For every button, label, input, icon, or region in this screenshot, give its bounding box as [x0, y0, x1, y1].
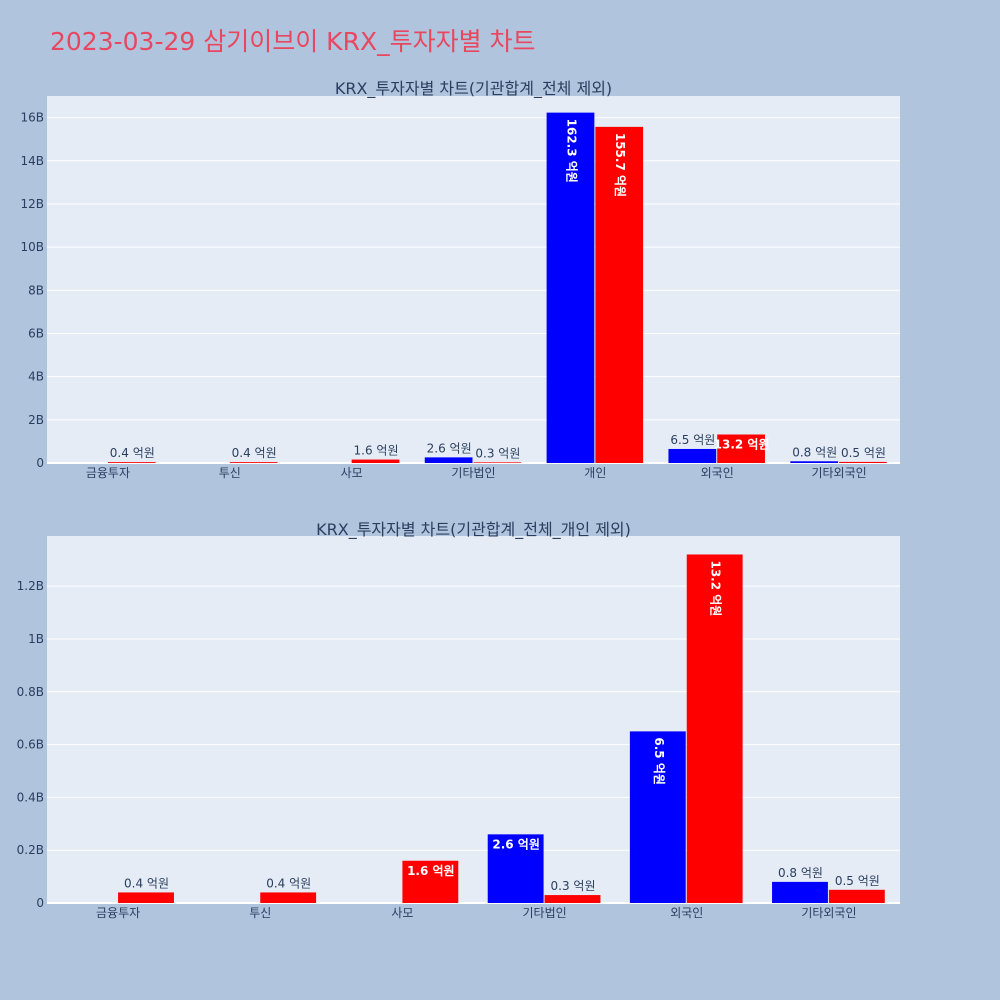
x-tick-label: 투신 [219, 466, 241, 480]
chart-subtitle: KRX_투자자별 차트(기관합계_전체 제외) [335, 79, 612, 99]
bar [487, 834, 544, 903]
data-label: 13.2 억원 [714, 438, 770, 452]
y-tick-label: 10B [20, 240, 44, 254]
data-label: 1.6 억원 [354, 444, 399, 458]
data-label: 2.6 억원 [427, 441, 472, 455]
bar [629, 731, 686, 903]
y-tick-label: 6B [28, 326, 44, 340]
x-tick-label: 금융투자 [96, 906, 140, 920]
bar [717, 434, 765, 463]
plot-area [47, 536, 900, 903]
chart-2: 0 0.2B 0.4B 0.6B 0.8B 1B 1.2B KRX_투자자별 차트(기관합계_… [17, 520, 900, 920]
bar [790, 461, 839, 463]
data-label: 0.4 억원 [110, 446, 155, 460]
bar [260, 892, 317, 903]
y-tick-label: 1B [28, 632, 44, 646]
data-label: 0.3 억원 [475, 446, 520, 460]
data-label: 162.3 억원 [564, 119, 578, 183]
bar [229, 462, 278, 463]
data-label: 0.4 억원 [232, 446, 277, 460]
data-label: 6.5 억원 [670, 433, 715, 447]
data-label: 0.4 억원 [124, 876, 169, 890]
bar [839, 461, 887, 463]
x-tick-label: 개인 [584, 466, 606, 480]
x-tick-label: 사모 [341, 466, 363, 480]
bar [595, 126, 644, 463]
x-tick-label: 금융투자 [86, 466, 130, 480]
bar [351, 459, 400, 463]
plot-area [47, 96, 900, 463]
x-tick-label: 기타법인 [451, 466, 495, 480]
bar [473, 462, 522, 463]
x-tick-label: 사모 [391, 906, 413, 920]
data-label: 13.2 억원 [709, 560, 723, 616]
x-tick-label: 기타법인 [522, 906, 566, 920]
y-tick-label: 0.4B [17, 790, 44, 804]
x-tick-label: 기타외국인 [801, 906, 856, 920]
data-label: 1.6 억원 [407, 864, 455, 878]
y-tick-label: 1.2B [17, 579, 44, 593]
data-label: 2.6 억원 [492, 837, 540, 851]
bar [546, 112, 595, 464]
y-tick-label: 16B [20, 111, 44, 125]
bar [828, 889, 885, 903]
bar [402, 860, 459, 903]
data-label: 6.5 억원 [652, 737, 666, 785]
y-tick-label: 0.6B [17, 738, 44, 752]
y-tick-label: 8B [28, 283, 44, 297]
y-tick-label: 2B [28, 413, 44, 427]
bar [118, 892, 174, 903]
x-tick-label: 기타외국인 [811, 466, 866, 480]
bar [686, 554, 743, 903]
data-label: 0.4 억원 [266, 876, 311, 890]
data-label: 0.8 억원 [792, 445, 837, 459]
data-label: 0.5 억원 [835, 874, 880, 888]
y-tick-label: 12B [20, 197, 44, 211]
y-tick-label: 0.2B [17, 843, 44, 857]
y-tick-label: 0.8B [17, 685, 44, 699]
data-label: 0.5 억원 [841, 446, 886, 460]
data-label: 0.3 억원 [551, 879, 596, 893]
bar [772, 881, 828, 903]
x-tick-label: 외국인 [701, 466, 734, 480]
data-label: 155.7 억원 [613, 133, 627, 197]
bar [424, 457, 473, 463]
chart-1: 0 2B 4B 6B 8B 10B 12B 14B 16B KRX_투자자별 차트(기관합계_전체… [20, 79, 900, 480]
data-label: 0.8 억원 [778, 866, 823, 880]
bar [668, 448, 717, 463]
y-tick-label: 0 [36, 896, 44, 910]
y-tick-label: 14B [20, 154, 44, 168]
y-tick-label: 0 [36, 456, 44, 470]
y-tick-label: 4B [28, 370, 44, 384]
chart-subtitle: KRX_투자자별 차트(기관합계_전체_개인 제외) [316, 520, 631, 540]
x-tick-label: 투신 [249, 906, 271, 920]
bar [107, 462, 156, 463]
page-title: 2023-03-29 삼기이브이 KRX_투자자별 차트 [50, 27, 536, 56]
bar [544, 895, 601, 903]
x-tick-label: 외국인 [670, 906, 703, 920]
